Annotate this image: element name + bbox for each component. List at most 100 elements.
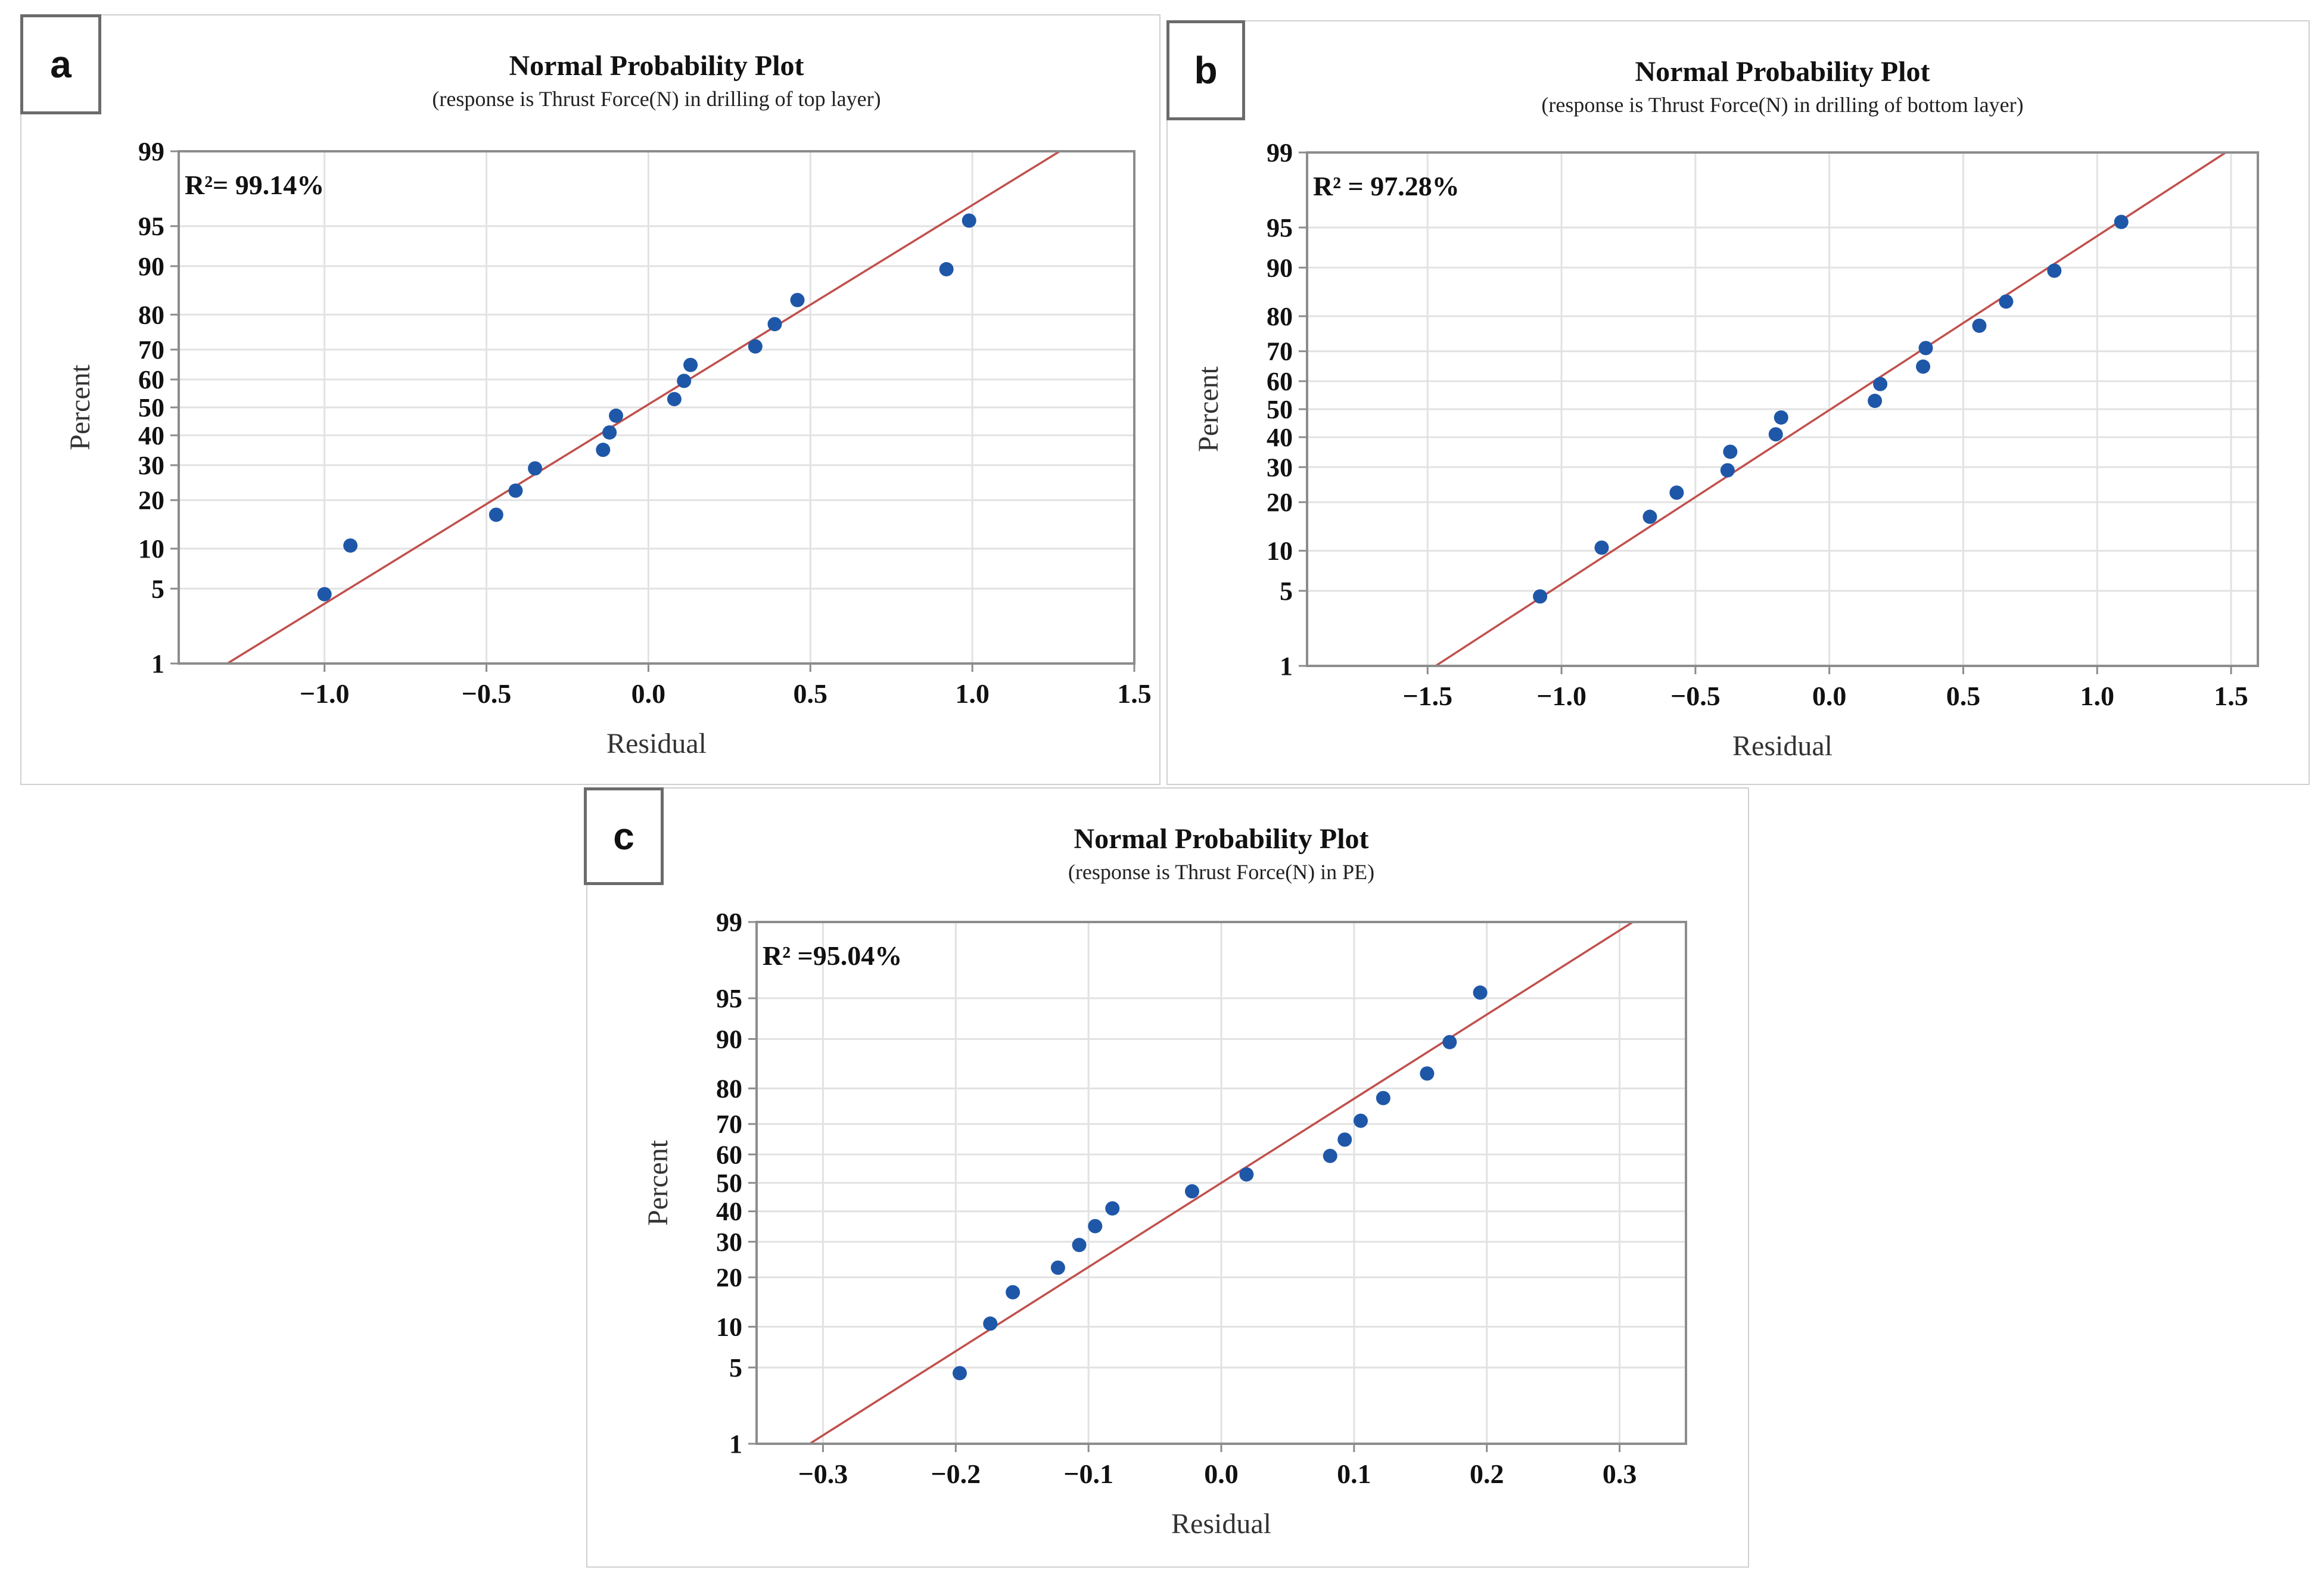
- data-point: [1999, 294, 2014, 309]
- chart-title: Normal Probability Plot: [509, 50, 804, 82]
- panel-label-c: c: [584, 787, 664, 885]
- x-tick-label: −0.5: [1670, 681, 1721, 711]
- r-squared-annotation: R² =95.04%: [763, 940, 902, 971]
- chart-subtitle: (response is Thrust Force(N) in PE): [1068, 860, 1374, 884]
- data-point: [1473, 985, 1488, 1000]
- data-point: [1594, 540, 1609, 555]
- y-tick-label: 1: [729, 1429, 742, 1459]
- x-tick-label: 1.0: [955, 678, 990, 709]
- panel-label-a: a: [20, 14, 101, 114]
- x-axis-label: Residual: [1732, 730, 1833, 762]
- data-point: [317, 587, 332, 602]
- x-axis-label: Residual: [1171, 1508, 1271, 1540]
- chart-title: Normal Probability Plot: [1635, 56, 1930, 88]
- x-tick-label: −0.3: [798, 1459, 848, 1489]
- x-tick-label: 1.5: [1117, 678, 1152, 709]
- y-tick-label: 10: [1267, 537, 1293, 566]
- y-tick-label: 60: [138, 365, 164, 394]
- y-tick-label: 60: [716, 1140, 742, 1169]
- y-tick-label: 40: [138, 421, 164, 450]
- x-tick-label: 1.0: [2080, 681, 2115, 711]
- data-point: [1337, 1132, 1352, 1147]
- data-point: [609, 408, 624, 423]
- y-tick-label: 95: [716, 984, 742, 1013]
- data-point: [1873, 376, 1888, 391]
- y-tick-label: 70: [138, 335, 164, 365]
- y-tick-label: 95: [138, 212, 164, 241]
- y-tick-label: 80: [138, 300, 164, 329]
- y-tick-label: 40: [1267, 423, 1293, 452]
- y-tick-label: 70: [1267, 337, 1293, 366]
- y-tick-label: 60: [1267, 367, 1293, 396]
- data-point: [1323, 1148, 1337, 1163]
- gridlines: [757, 921, 1686, 1445]
- data-point: [1918, 341, 1933, 356]
- y-tick-label: 90: [716, 1024, 742, 1054]
- y-tick-label: 20: [1267, 488, 1293, 517]
- r-squared-annotation: R²= 99.14%: [185, 170, 324, 200]
- x-axis-label: Residual: [606, 728, 707, 759]
- data-point: [1916, 359, 1931, 374]
- data-point: [1105, 1201, 1120, 1216]
- x-tick-label: 0.3: [1603, 1459, 1637, 1489]
- y-tick-label: 80: [716, 1074, 742, 1103]
- y-tick-label: 30: [1267, 453, 1293, 482]
- y-tick-label: 10: [138, 534, 164, 563]
- chart-a-svg: Normal Probability Plot (response is Thru…: [64, 50, 1152, 759]
- data-point: [596, 443, 611, 457]
- y-tick-label: 1: [1280, 652, 1293, 681]
- y-tick-label: 99: [716, 908, 742, 937]
- x-tick-label: 0.1: [1337, 1459, 1371, 1489]
- data-point: [2114, 214, 2129, 229]
- data-point: [1642, 509, 1657, 524]
- y-tick-label: 20: [716, 1263, 742, 1292]
- gridlines: [179, 150, 1135, 665]
- data-point: [1376, 1091, 1390, 1105]
- y-tick-label: 90: [138, 252, 164, 281]
- data-point: [1868, 394, 1883, 409]
- fit-line: [1435, 152, 2227, 666]
- x-tick-label: −1.0: [300, 678, 350, 709]
- x-tick-label: 0.0: [1812, 681, 1847, 711]
- panel-label-b: b: [1166, 20, 1245, 120]
- chart-subtitle: (response is Thrust Force(N) in drilling…: [1541, 93, 2023, 117]
- data-point: [748, 339, 763, 354]
- y-tick-label: 99: [1267, 138, 1293, 167]
- chart-panel-c: Normal Probability Plot (response is Thru…: [586, 787, 1749, 1568]
- y-tick-label: 99: [138, 137, 164, 166]
- data-point: [1072, 1238, 1087, 1253]
- y-tick-label: 1: [151, 649, 164, 678]
- y-tick-label: 50: [1267, 395, 1293, 424]
- r-squared-annotation: R² = 97.28%: [1313, 171, 1460, 201]
- data-point: [767, 317, 782, 332]
- x-tick-label: 0.5: [794, 678, 828, 709]
- fit-line: [226, 151, 1060, 664]
- chart-b-svg: Normal Probability Plot (response is Thru…: [1193, 56, 2259, 762]
- y-axis-label: Percent: [64, 364, 96, 450]
- data-point: [1723, 444, 1738, 459]
- data-point: [1774, 410, 1788, 425]
- x-tick-label: −0.5: [462, 678, 512, 709]
- data-point: [1184, 1184, 1199, 1199]
- x-tick-label: 0.5: [1946, 681, 1981, 711]
- data-point: [1420, 1066, 1435, 1081]
- chart-c-svg: Normal Probability Plot (response is Thru…: [642, 823, 1687, 1540]
- data-point: [1669, 485, 1684, 500]
- data-point: [683, 357, 698, 372]
- y-axis-label: Percent: [1193, 366, 1224, 452]
- x-tick-label: 1.5: [2214, 681, 2248, 711]
- y-tick-label: 40: [716, 1197, 742, 1226]
- data-point: [1972, 318, 1987, 333]
- data-point: [1239, 1167, 1254, 1182]
- y-tick-label: 50: [138, 393, 164, 422]
- y-tick-label: 95: [1267, 213, 1293, 242]
- gridlines: [1307, 151, 2258, 667]
- data-point: [952, 1366, 967, 1381]
- data-point: [939, 262, 954, 277]
- y-tick-label: 90: [1267, 253, 1293, 282]
- x-tick-label: 0.0: [1204, 1459, 1239, 1489]
- data-point: [343, 538, 358, 553]
- x-tick-label: 0.0: [631, 678, 666, 709]
- x-tick-label: −1.0: [1536, 681, 1586, 711]
- data-point: [1720, 463, 1735, 478]
